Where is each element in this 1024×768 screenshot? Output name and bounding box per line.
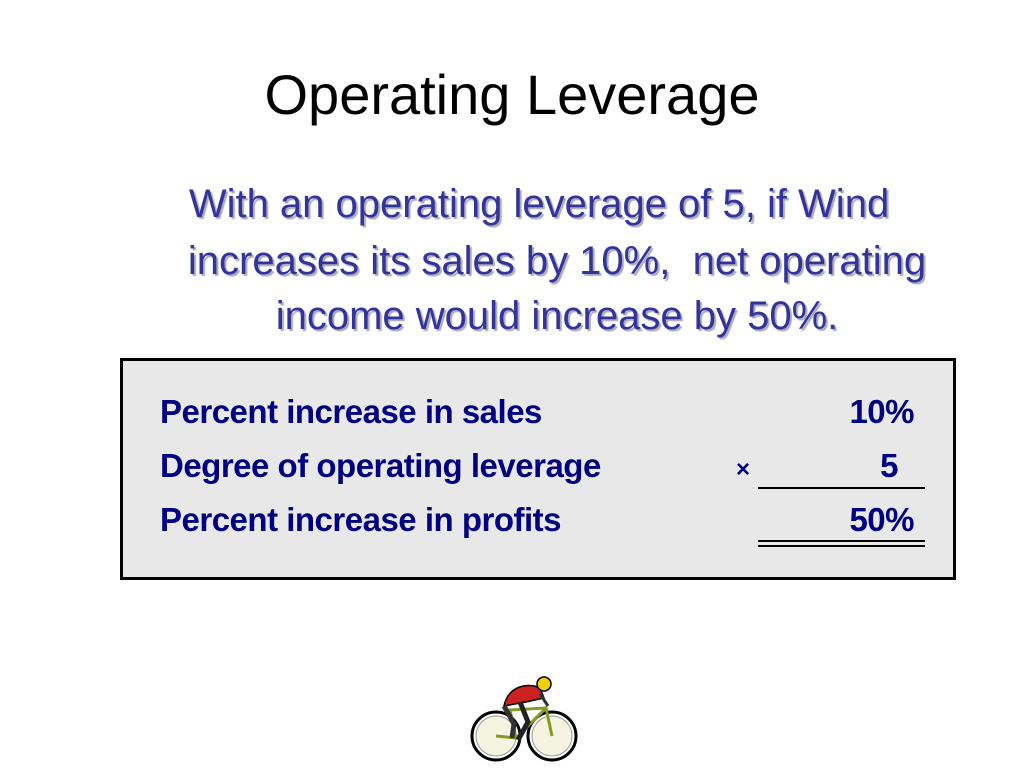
row-label: Percent increase in sales: [160, 393, 542, 430]
row-label: Percent increase in profits: [160, 501, 561, 538]
body-line: increases its sales by 10%, net operatin…: [187, 239, 927, 283]
double-underline: [758, 540, 925, 542]
row-value: 10%: [849, 393, 914, 430]
body-line: income would increase by 50%.: [275, 294, 839, 338]
body-line: With an operating leverage of 5, if Wind: [188, 182, 890, 226]
slide-title: Operating Leverage: [264, 63, 760, 126]
row-value: 50%: [849, 501, 914, 538]
row-operator: ×: [736, 456, 750, 483]
table-box: [120, 358, 956, 580]
row-label: Degree of operating leverage: [160, 447, 601, 484]
underline: [758, 487, 925, 489]
double-underline: [758, 545, 925, 547]
cyclist-icon: [470, 676, 578, 762]
row-value: 5: [880, 447, 898, 484]
